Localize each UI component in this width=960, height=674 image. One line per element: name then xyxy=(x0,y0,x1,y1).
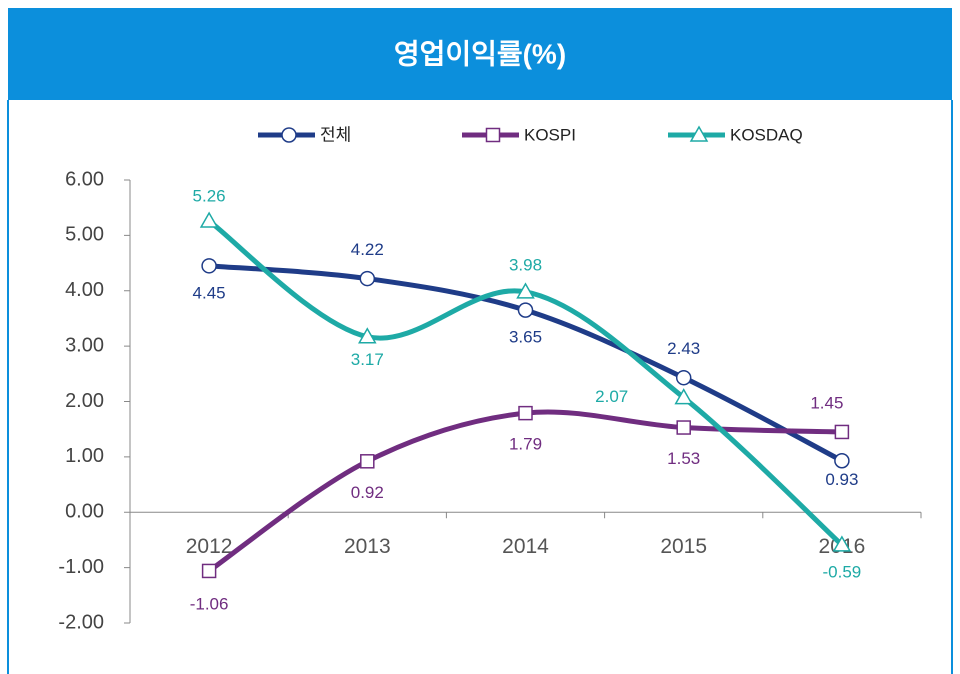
x-tick-label: 2013 xyxy=(344,535,391,558)
data-label: 0.93 xyxy=(825,470,858,489)
point-marker xyxy=(674,388,693,405)
data-label: 0.92 xyxy=(351,483,384,502)
point-marker xyxy=(199,211,219,228)
point-marker xyxy=(675,369,692,386)
point-marker xyxy=(834,453,850,469)
legend-marker xyxy=(281,127,297,143)
point-marker xyxy=(358,327,377,344)
x-tick-label: 2015 xyxy=(660,535,707,558)
data-label: 5.26 xyxy=(193,186,226,205)
point-marker xyxy=(834,424,850,440)
point-marker xyxy=(832,535,852,552)
data-label: 2.43 xyxy=(667,339,700,358)
data-label: -0.59 xyxy=(823,562,862,581)
y-tick-label: 1.00 xyxy=(65,445,104,467)
legend-label: 전체 xyxy=(320,125,351,144)
data-label: 1.53 xyxy=(667,449,700,468)
data-label: 3.98 xyxy=(509,255,542,274)
y-tick-label: 0.00 xyxy=(65,501,104,523)
point-marker xyxy=(201,258,217,274)
legend-marker xyxy=(689,125,709,142)
header-bar xyxy=(8,8,952,100)
data-label: 1.79 xyxy=(509,435,542,454)
data-label: 2.07 xyxy=(595,387,628,406)
data-label: 3.65 xyxy=(509,328,542,347)
y-tick-label: 3.00 xyxy=(65,334,104,356)
point-marker xyxy=(518,405,533,421)
legend-marker xyxy=(485,127,501,143)
y-tick-label: 5.00 xyxy=(65,224,104,246)
y-tick-label: -1.00 xyxy=(58,556,104,578)
point-marker xyxy=(201,563,217,579)
y-tick-label: -2.00 xyxy=(58,611,104,633)
point-marker xyxy=(676,420,691,435)
y-tick-label: 2.00 xyxy=(65,390,104,412)
point-marker xyxy=(517,302,534,318)
y-tick-label: 4.00 xyxy=(65,279,104,301)
data-label: 1.45 xyxy=(810,393,843,412)
x-tick-label: 2014 xyxy=(502,535,549,558)
point-marker xyxy=(359,270,376,287)
point-marker xyxy=(360,454,375,469)
x-tick-label: 2012 xyxy=(186,535,233,558)
data-label: 4.45 xyxy=(193,283,226,302)
legend-label: KOSDAQ xyxy=(730,125,803,144)
point-marker xyxy=(516,282,535,299)
chart-title: 영업이익률(%) xyxy=(394,38,566,69)
legend-label: KOSPI xyxy=(524,125,576,144)
y-tick-label: 6.00 xyxy=(65,168,104,190)
data-label: -1.06 xyxy=(190,594,229,613)
data-label: 4.22 xyxy=(351,240,384,259)
data-label: 3.17 xyxy=(351,350,384,369)
